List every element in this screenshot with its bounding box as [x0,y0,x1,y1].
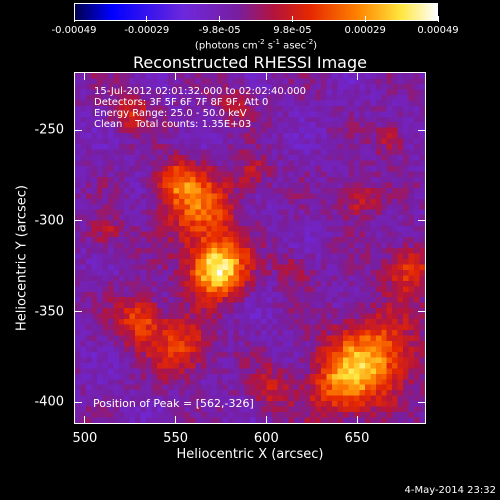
info-time-range: 15-Jul-2012 02:01:32.000 to 02:02:40.000 [94,86,306,97]
y-tick-mark [418,311,426,312]
info-detectors: Detectors: 3F 5F 6F 7F 8F 9F, Att 0 [94,97,269,108]
info-clean-counts: Clean Total counts: 1.35E+03 [94,119,252,130]
colorbar-tick-label: -0.00049 [51,25,97,36]
colorbar-tick-mark [364,16,366,22]
x-axis-label: Heliocentric X (arcsec) [176,447,324,462]
y-tick-label: -400 [34,394,64,410]
y-tick-mark [418,129,426,131]
colorbar-tick-mark [73,16,75,22]
y-tick-label: -300 [34,213,64,229]
y-tick-label: -250 [34,122,64,138]
x-tick-mark [356,72,358,80]
y-tick-mark [74,129,82,131]
x-tick-mark [84,416,86,424]
timestamp: 4-May-2014 23:32 [404,485,496,496]
colorbar-tick-mark [291,16,293,22]
x-tick-mark [265,416,267,424]
info-energy-range: Energy Range: 25.0 - 50.0 keV [94,108,247,119]
plot-title: Reconstructed RHESSI Image [133,53,367,72]
colorbar-tick-mark [437,16,439,22]
y-tick-mark [418,220,426,222]
rhessi-image [74,72,426,424]
y-axis-label: Heliocentric Y (arcsec) [14,185,30,331]
colorbar [74,3,438,21]
peak-position-label: Position of Peak = [562,-326] [93,397,254,410]
colorbar-tick-mark [219,16,221,22]
y-tick-mark [418,401,426,403]
y-tick-label: -350 [34,304,64,319]
x-tick-mark [84,72,86,80]
colorbar-tick-label: 9.8e-05 [273,25,312,36]
x-tick-mark [265,72,267,80]
x-tick-label: 650 [344,431,370,446]
y-tick-mark [74,220,82,222]
y-tick-mark [74,401,82,403]
x-tick-mark [175,416,177,424]
colorbar-tick-label: 0.00029 [344,25,386,36]
colorbar-tick-label: -9.8e-05 [198,25,241,36]
x-tick-mark [175,72,177,80]
x-tick-mark [356,416,358,424]
x-tick-label: 600 [253,431,279,446]
x-tick-label: 500 [72,431,98,446]
colorbar-tick-label: 0.00049 [417,25,459,36]
colorbar-units: (photons cm-2 s-1 asec-2) [194,38,318,52]
colorbar-tick-mark [146,16,148,22]
y-tick-mark [74,311,82,312]
x-tick-label: 550 [163,431,189,446]
colorbar-tick-label: -0.00029 [124,25,170,36]
